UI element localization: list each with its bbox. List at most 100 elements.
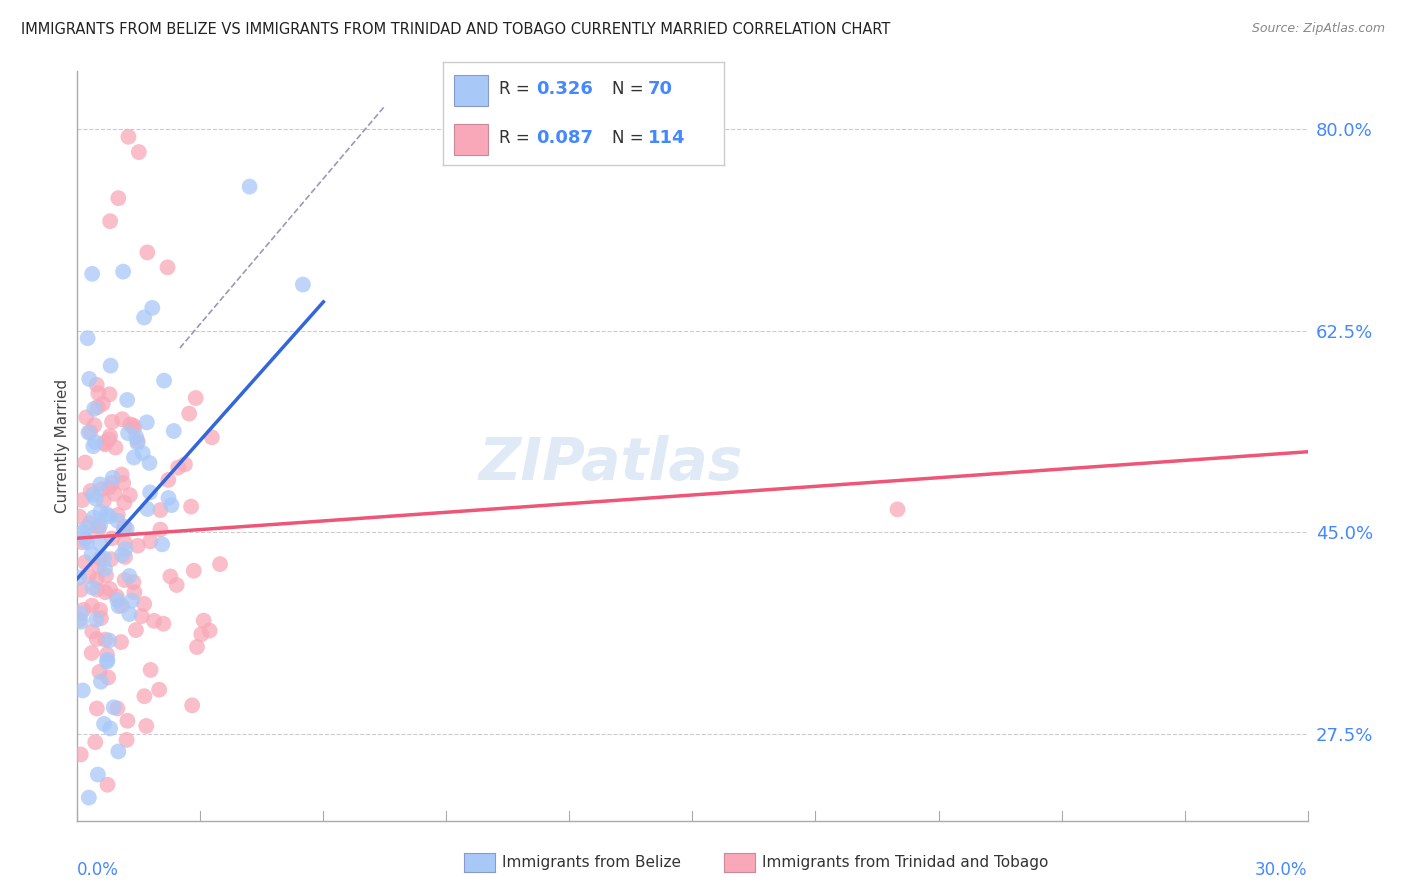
Point <box>107 508 129 522</box>
Point <box>127 539 149 553</box>
Point <box>86 582 108 597</box>
Point <box>117 129 139 144</box>
Point <box>101 475 124 490</box>
Point <box>141 301 163 315</box>
Point <box>84 435 107 450</box>
Point <box>67 613 90 627</box>
Point <box>114 573 136 587</box>
Point <box>80 547 103 561</box>
Point <box>70 582 93 597</box>
Point <box>105 589 128 603</box>
Point <box>87 767 110 781</box>
Point <box>107 744 129 758</box>
Point <box>94 562 117 576</box>
Point <box>111 412 134 426</box>
Point <box>115 522 138 536</box>
Point <box>87 559 110 574</box>
Point <box>80 646 103 660</box>
Point <box>198 624 221 638</box>
Point <box>107 599 129 614</box>
Point <box>117 714 139 728</box>
Point <box>157 473 180 487</box>
Point <box>83 401 105 416</box>
Point <box>118 488 141 502</box>
Point <box>90 611 112 625</box>
Point <box>114 535 136 549</box>
Point <box>82 624 104 639</box>
Point <box>89 518 111 533</box>
Point <box>75 532 97 546</box>
Point <box>98 429 121 443</box>
Point <box>69 747 91 762</box>
Point <box>122 418 145 433</box>
Point <box>124 585 146 599</box>
Point <box>115 733 138 747</box>
Bar <box>454 124 488 155</box>
Point <box>67 509 90 524</box>
Point <box>104 487 127 501</box>
Point <box>82 267 104 281</box>
Point <box>121 593 143 607</box>
Point <box>886 502 908 516</box>
Point <box>190 627 212 641</box>
Point <box>131 446 153 460</box>
Point <box>179 407 201 421</box>
Point <box>117 426 139 441</box>
Point <box>174 458 197 472</box>
Point <box>136 245 159 260</box>
Point <box>149 523 172 537</box>
Point <box>72 493 94 508</box>
Point <box>96 648 118 662</box>
Text: 0.326: 0.326 <box>536 80 592 98</box>
Y-axis label: Currently Married: Currently Married <box>55 379 70 513</box>
Point <box>111 548 134 562</box>
Point <box>114 549 136 564</box>
Point <box>69 607 91 621</box>
Point <box>89 603 111 617</box>
Point <box>75 456 97 470</box>
Point <box>159 569 181 583</box>
Point <box>180 500 202 514</box>
Point <box>96 653 118 667</box>
Point <box>101 471 124 485</box>
Text: Immigrants from Trinidad and Tobago: Immigrants from Trinidad and Tobago <box>762 855 1049 870</box>
Point <box>91 397 114 411</box>
Point <box>291 277 314 292</box>
Point <box>94 585 117 599</box>
Point <box>89 477 111 491</box>
Point <box>93 494 115 508</box>
Point <box>112 476 135 491</box>
Point <box>94 437 117 451</box>
Point <box>98 633 121 648</box>
Point <box>72 603 94 617</box>
Point <box>139 534 162 549</box>
Point <box>79 425 101 439</box>
Point <box>96 778 118 792</box>
Point <box>143 614 166 628</box>
Point <box>239 179 262 194</box>
Point <box>125 623 148 637</box>
Point <box>112 522 135 536</box>
Point <box>76 331 98 345</box>
Text: 30.0%: 30.0% <box>1256 861 1308 879</box>
Point <box>131 609 153 624</box>
Point <box>100 359 122 373</box>
Point <box>89 505 111 519</box>
Point <box>77 790 100 805</box>
Text: 114: 114 <box>648 129 686 147</box>
Point <box>100 552 122 566</box>
Point <box>93 717 115 731</box>
Point <box>149 503 172 517</box>
Point <box>184 391 207 405</box>
Point <box>76 535 98 549</box>
Point <box>148 682 170 697</box>
Point <box>98 433 121 447</box>
Point <box>167 460 190 475</box>
Point <box>183 564 205 578</box>
Point <box>201 430 224 444</box>
Text: 70: 70 <box>648 80 673 98</box>
Point <box>163 424 186 438</box>
Text: N =: N = <box>612 129 648 147</box>
Point <box>83 510 105 524</box>
Point <box>156 260 179 275</box>
